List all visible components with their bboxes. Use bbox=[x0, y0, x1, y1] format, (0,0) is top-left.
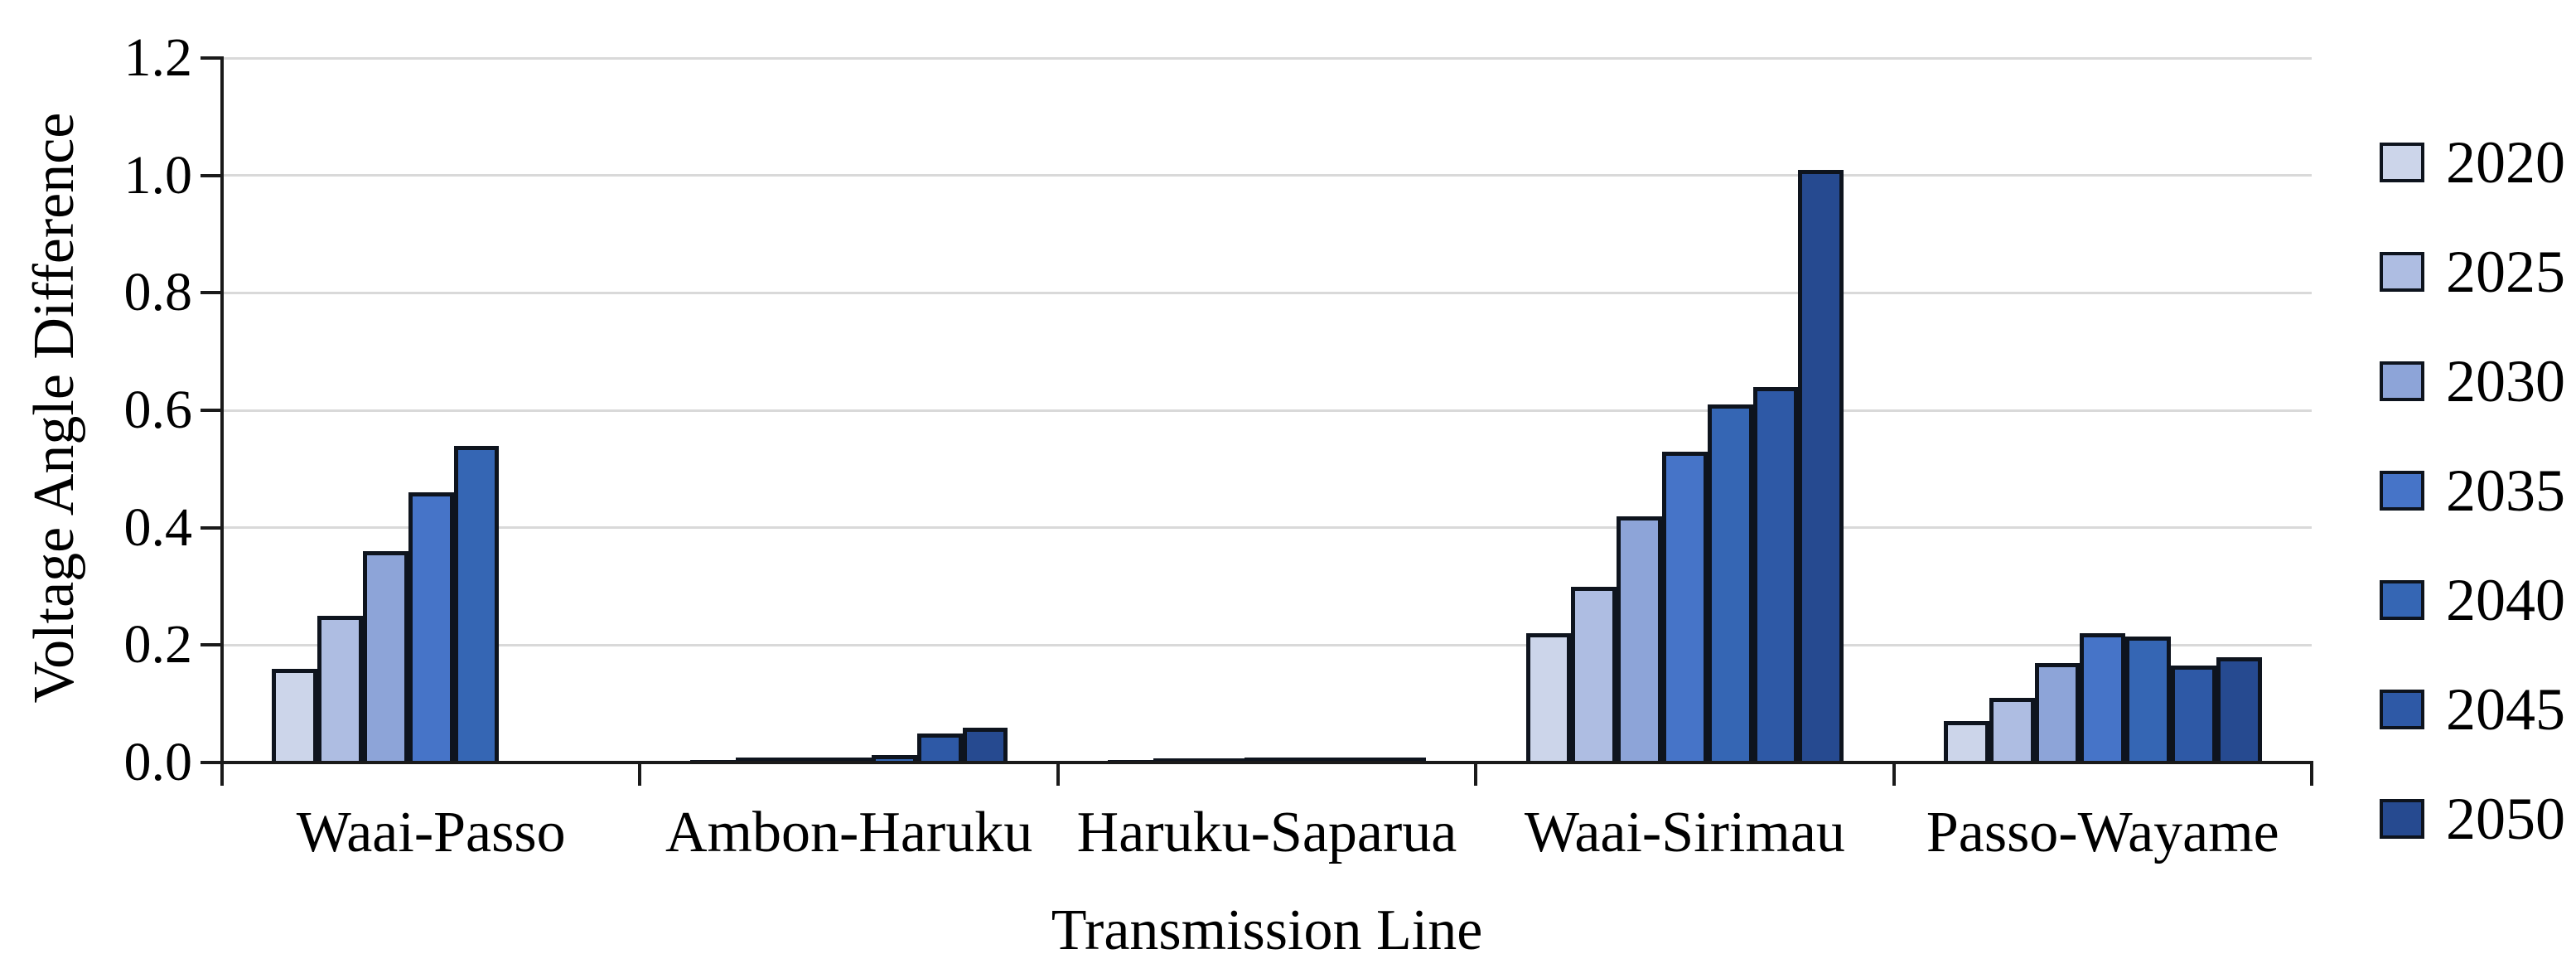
category-label-Waai-Passo: Waai-Passo bbox=[296, 801, 566, 864]
y-tick-label: 0.0 bbox=[123, 732, 193, 792]
legend-label: 2025 bbox=[2446, 239, 2565, 305]
y-axis-tick bbox=[201, 643, 222, 647]
bar-2050-Ambon-Haruku bbox=[962, 727, 1008, 763]
x-axis-line bbox=[220, 761, 2313, 764]
y-axis-tick bbox=[201, 56, 222, 60]
y-tick-label: 0.2 bbox=[123, 614, 193, 675]
y-tick-label: 0.6 bbox=[123, 380, 193, 440]
gridline bbox=[222, 643, 2312, 646]
y-axis-tick bbox=[201, 291, 222, 295]
legend-swatch-icon bbox=[2380, 580, 2424, 620]
y-axis-tick bbox=[201, 525, 222, 530]
gridline bbox=[222, 56, 2312, 60]
category-label-Passo-Wayame: Passo-Wayame bbox=[1926, 801, 2279, 864]
bar-2020-Waai-Passo bbox=[272, 668, 318, 763]
bar-2040-Waai-Passo bbox=[453, 445, 500, 763]
bar-2025-Ambon-Haruku bbox=[735, 758, 781, 763]
legend-swatch-icon bbox=[2380, 143, 2424, 182]
x-axis-tick bbox=[1056, 763, 1060, 786]
gridline bbox=[222, 174, 2312, 177]
gridline bbox=[222, 291, 2312, 294]
legend-label: 2050 bbox=[2446, 786, 2565, 852]
y-axis-line bbox=[220, 56, 224, 786]
y-tick-label: 1.0 bbox=[123, 144, 193, 206]
bar-2035-Waai-Passo bbox=[408, 492, 454, 763]
bar-2045-Passo-Wayame bbox=[2170, 666, 2216, 763]
legend-swatch-icon bbox=[2380, 799, 2424, 839]
bar-2035-Ambon-Haruku bbox=[826, 757, 872, 763]
legend-label: 2040 bbox=[2446, 567, 2565, 633]
bar-2020-Waai-Sirimau bbox=[1525, 633, 1572, 763]
bar-2045-Waai-Sirimau bbox=[1752, 386, 1799, 763]
y-axis-tick bbox=[201, 761, 222, 764]
bar-2030-Passo-Wayame bbox=[2034, 662, 2081, 763]
category-label-Haruku-Saparua: Haruku-Saparua bbox=[1076, 801, 1457, 864]
gridline bbox=[222, 409, 2312, 412]
bar-2050-Haruku-Saparua bbox=[1380, 758, 1426, 763]
bar-2045-Ambon-Haruku bbox=[916, 733, 963, 763]
bar-2025-Waai-Passo bbox=[317, 615, 364, 763]
legend-label: 2020 bbox=[2446, 129, 2565, 196]
bar-2030-Ambon-Haruku bbox=[781, 758, 827, 763]
y-tick-label: 0.4 bbox=[123, 496, 193, 558]
bar-2040-Ambon-Haruku bbox=[871, 754, 917, 763]
y-axis-tick bbox=[201, 173, 222, 177]
bar-2035-Passo-Wayame bbox=[2080, 633, 2126, 763]
x-axis-tick bbox=[1474, 763, 1478, 786]
gridline bbox=[222, 526, 2312, 530]
bar-2025-Waai-Sirimau bbox=[1571, 586, 1617, 763]
bar-2020-Passo-Wayame bbox=[1944, 721, 1989, 763]
legend-item-2030: 2030 bbox=[2380, 348, 2565, 414]
legend-swatch-icon bbox=[2380, 471, 2424, 511]
x-axis-tick bbox=[1892, 763, 1896, 786]
bar-2040-Haruku-Saparua bbox=[1289, 758, 1336, 763]
bar-2050-Passo-Wayame bbox=[2216, 656, 2262, 763]
bar-2040-Waai-Sirimau bbox=[1707, 404, 1753, 763]
legend-label: 2045 bbox=[2446, 676, 2565, 743]
legend-item-2025: 2025 bbox=[2380, 239, 2565, 305]
bar-2030-Haruku-Saparua bbox=[1198, 758, 1245, 763]
y-tick-label: 1.2 bbox=[123, 27, 193, 88]
legend-label: 2030 bbox=[2446, 348, 2565, 414]
legend-swatch-icon bbox=[2380, 361, 2424, 401]
category-label-Waai-Sirimau: Waai-Sirimau bbox=[1524, 801, 1845, 864]
legend-item-2040: 2040 bbox=[2380, 567, 2565, 633]
y-tick-label: 0.8 bbox=[123, 262, 193, 323]
legend-item-2020: 2020 bbox=[2380, 129, 2565, 196]
category-label-Ambon-Haruku: Ambon-Haruku bbox=[665, 801, 1033, 864]
bar-2040-Passo-Wayame bbox=[2125, 636, 2171, 763]
bar-2030-Waai-Passo bbox=[363, 551, 408, 763]
legend-item-2050: 2050 bbox=[2380, 786, 2565, 852]
y-axis-tick bbox=[201, 409, 222, 412]
x-axis-tick bbox=[2310, 763, 2313, 786]
bar-2045-Haruku-Saparua bbox=[1335, 758, 1380, 763]
x-axis-title: Transmission Line bbox=[1051, 898, 1483, 962]
legend: 2020 2025 2030 2035 2040 2045 2050 bbox=[2380, 129, 2565, 852]
legend-item-2045: 2045 bbox=[2380, 676, 2565, 743]
bar-2025-Haruku-Saparua bbox=[1153, 758, 1199, 763]
bar-2035-Haruku-Saparua bbox=[1244, 758, 1290, 763]
bar-2030-Waai-Sirimau bbox=[1617, 516, 1662, 763]
legend-swatch-icon bbox=[2380, 252, 2424, 292]
legend-label: 2035 bbox=[2446, 458, 2565, 524]
bar-2035-Waai-Sirimau bbox=[1662, 451, 1708, 763]
legend-item-2035: 2035 bbox=[2380, 458, 2565, 524]
bar-2025-Passo-Wayame bbox=[1989, 698, 2035, 763]
x-axis-tick bbox=[638, 763, 642, 786]
legend-swatch-icon bbox=[2380, 690, 2424, 729]
bar-2050-Waai-Sirimau bbox=[1798, 169, 1844, 763]
